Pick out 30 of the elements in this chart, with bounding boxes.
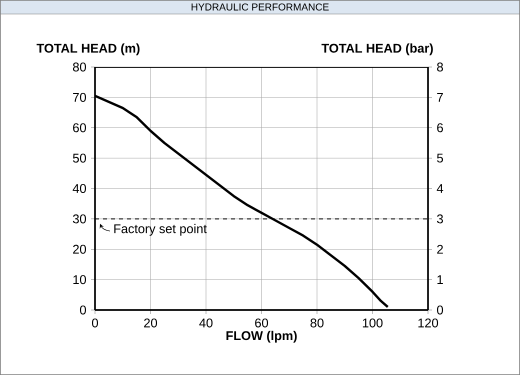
y2-tick-label: 1 bbox=[437, 275, 443, 284]
x-axis-title: FLOW (lpm) bbox=[226, 330, 297, 343]
x-tick-label: 40 bbox=[199, 318, 213, 328]
y2-tick-label: 6 bbox=[437, 123, 443, 132]
y2-tick-label: 7 bbox=[437, 93, 443, 102]
y2-tick-label: 3 bbox=[436, 214, 443, 224]
legend-label: Factory set point bbox=[114, 224, 207, 236]
y2-tick-label: 8 bbox=[437, 62, 443, 72]
y-tick-label: 30 bbox=[72, 214, 86, 224]
x-tick-label: 100 bbox=[362, 318, 383, 328]
y-tick-label: 60 bbox=[73, 123, 86, 132]
y2-tick-label: 2 bbox=[437, 244, 443, 254]
y-tick-label: 50 bbox=[72, 154, 86, 163]
y2-tick-label: 0 bbox=[437, 306, 444, 314]
x-tick-label: 120 bbox=[418, 318, 438, 328]
x-tick-label: 20 bbox=[144, 318, 158, 328]
y2-tick-label: 5 bbox=[437, 154, 444, 163]
y-tick-label: 70 bbox=[73, 92, 86, 102]
y-axis-title: TOTAL HEAD (m) bbox=[36, 43, 140, 56]
y2-tick-label: 4 bbox=[436, 184, 444, 193]
y-tick-label: 80 bbox=[72, 62, 86, 72]
y-tick-label: 0 bbox=[80, 306, 86, 314]
y-tick-label: 20 bbox=[73, 244, 86, 254]
x-tick-label: 0 bbox=[92, 318, 98, 328]
chart-title: HYDRAULIC PERFORMANCE bbox=[192, 3, 329, 11]
y-tick-label: 40 bbox=[72, 184, 86, 193]
y-tick-label: 10 bbox=[73, 275, 86, 284]
x-tick-label: 60 bbox=[255, 318, 268, 328]
y2-axis-title: TOTAL HEAD (bar) bbox=[322, 43, 433, 56]
x-tick-label: 80 bbox=[310, 318, 324, 328]
